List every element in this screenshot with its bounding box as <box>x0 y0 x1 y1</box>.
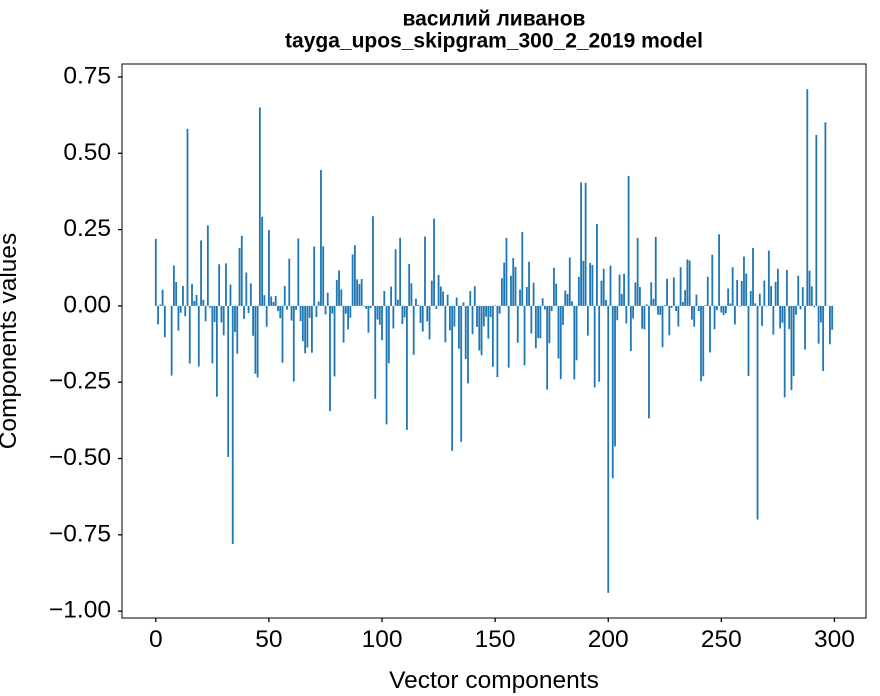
svg-text:−0.50: −0.50 <box>49 444 111 471</box>
svg-text:200: 200 <box>588 626 629 653</box>
svg-text:Vector components: Vector components <box>389 667 599 694</box>
svg-text:150: 150 <box>475 626 516 653</box>
svg-text:0.50: 0.50 <box>63 139 111 166</box>
svg-text:300: 300 <box>814 626 855 653</box>
svg-text:−1.00: −1.00 <box>49 597 111 624</box>
svg-text:250: 250 <box>701 626 742 653</box>
svg-text:tayga_upos_skipgram_300_2_2019: tayga_upos_skipgram_300_2_2019 model <box>285 30 703 53</box>
svg-text:0.00: 0.00 <box>63 291 111 318</box>
svg-text:0: 0 <box>149 626 163 653</box>
svg-text:Components values: Components values <box>0 233 22 450</box>
svg-text:0.75: 0.75 <box>63 62 111 89</box>
svg-text:василий ливанов: василий ливанов <box>403 8 586 31</box>
svg-text:50: 50 <box>255 626 282 653</box>
svg-text:−0.25: −0.25 <box>49 368 111 395</box>
svg-text:100: 100 <box>362 626 403 653</box>
svg-text:−0.75: −0.75 <box>49 520 111 547</box>
svg-text:0.25: 0.25 <box>63 215 111 242</box>
